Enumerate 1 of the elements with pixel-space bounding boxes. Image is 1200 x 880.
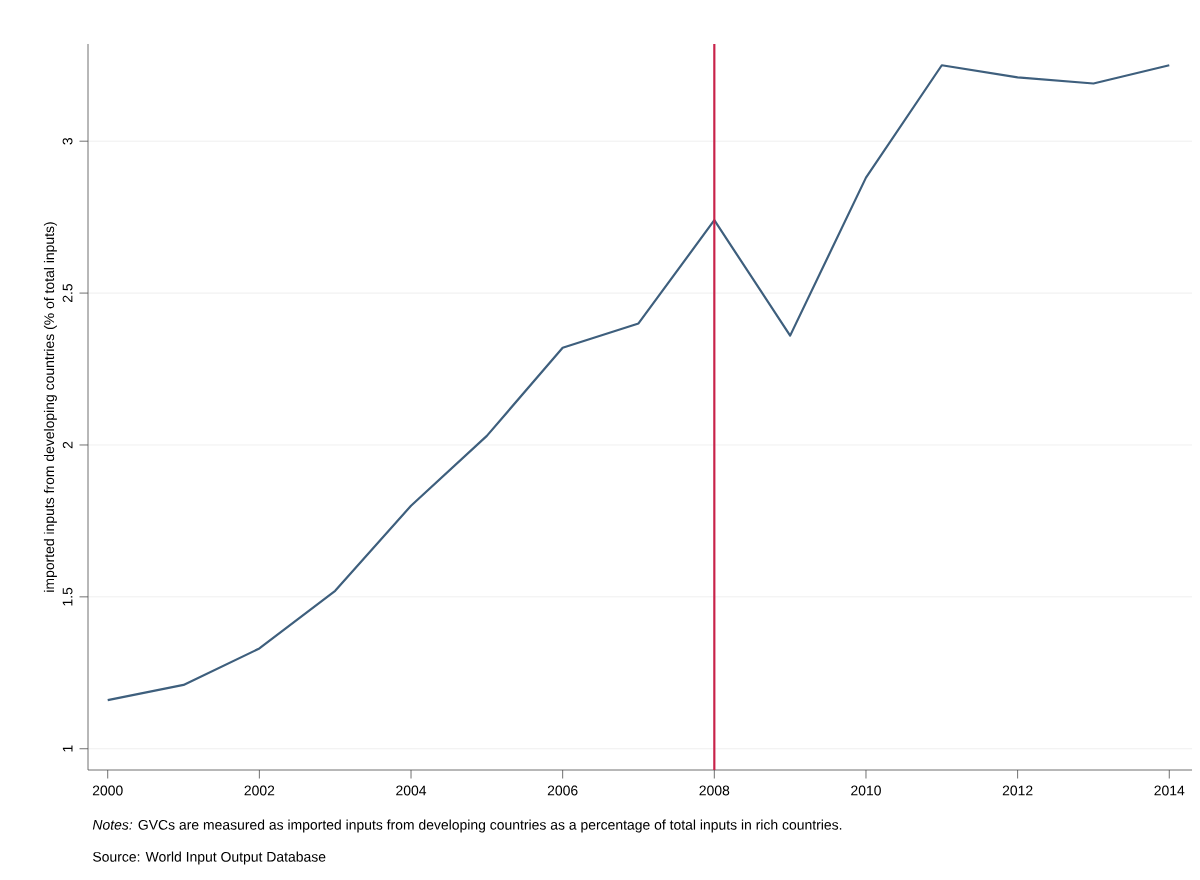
line-series bbox=[106, 64, 1171, 702]
